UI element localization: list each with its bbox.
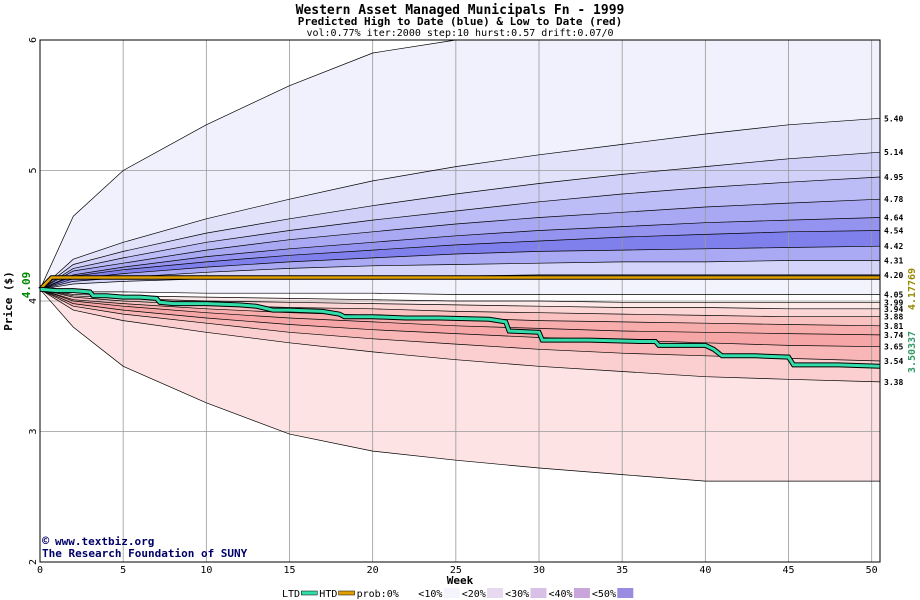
envelope-line-l3 bbox=[39, 288, 880, 318]
y-tick-label: 5 bbox=[28, 167, 39, 173]
end-label-l1: 3.99 bbox=[884, 298, 903, 307]
x-tick-label: 20 bbox=[367, 565, 379, 576]
end-label-l2: 3.94 bbox=[884, 305, 903, 314]
chart-params: vol:0.77% iter:2000 step:10 hurst:0.57 d… bbox=[306, 28, 613, 39]
legend-swatch-line bbox=[338, 590, 355, 596]
end-label-l4: 3.81 bbox=[884, 322, 903, 331]
legend-swatch-box bbox=[573, 588, 590, 598]
htd-line bbox=[39, 276, 880, 291]
legend: LTD HTD prob:0% <10% <20% <30% <40% <50% bbox=[282, 588, 634, 600]
legend-swatch-box bbox=[530, 588, 547, 598]
x-tick-label: 5 bbox=[120, 565, 126, 576]
legend-label: LTD bbox=[282, 589, 300, 600]
prob-band-18 bbox=[40, 289, 880, 482]
x-tick-label: 45 bbox=[782, 565, 794, 576]
envelope-line-h2 bbox=[39, 151, 881, 290]
x-tick-label: 50 bbox=[866, 565, 878, 576]
prob-band-2 bbox=[40, 152, 880, 290]
envelope-line-h5 bbox=[39, 217, 881, 290]
end-label-h6: 4.54 bbox=[884, 227, 903, 236]
envelope-line-l8 bbox=[39, 289, 881, 383]
envelope-line-h1 bbox=[39, 117, 881, 290]
end-label-l0: 4.05 bbox=[884, 291, 903, 300]
end-label-l7: 3.54 bbox=[884, 357, 903, 366]
end-label-l8: 3.38 bbox=[884, 378, 903, 387]
htd-value-label: 4.17769 bbox=[907, 268, 918, 310]
legend-swatch-box bbox=[487, 588, 504, 598]
y-tick-label: 2 bbox=[28, 559, 39, 565]
envelope-line-h3 bbox=[39, 176, 881, 290]
end-label-h9: 4.20 bbox=[884, 271, 903, 280]
envelope-line-h7 bbox=[39, 245, 881, 290]
y-axis-title: Price ($) bbox=[2, 271, 15, 331]
end-label-h8: 4.31 bbox=[884, 257, 903, 266]
prob-band-15 bbox=[40, 289, 880, 347]
legend-swatch-line bbox=[301, 590, 318, 596]
legend-label: prob:0% bbox=[357, 589, 399, 600]
envelope-line-h6 bbox=[39, 230, 881, 290]
start-price-label: 4.09 bbox=[20, 272, 33, 299]
envelope-line-l0 bbox=[39, 288, 880, 295]
end-label-h1: 5.40 bbox=[884, 114, 903, 123]
legend-swatch-box bbox=[617, 588, 634, 598]
prob-band-13 bbox=[40, 289, 880, 326]
prob-band-6 bbox=[40, 230, 880, 290]
legend-label: <40% bbox=[549, 589, 573, 600]
envelope-line-l5 bbox=[39, 288, 881, 336]
x-tick-label: 10 bbox=[200, 565, 212, 576]
legend-swatch-box bbox=[400, 588, 417, 598]
x-tick-label: 0 bbox=[37, 565, 43, 576]
x-axis-title: Week bbox=[447, 574, 474, 587]
legend-label: <10% bbox=[418, 589, 442, 600]
x-tick-label: 25 bbox=[450, 565, 462, 576]
prob-band-14 bbox=[40, 289, 880, 335]
prob-band-3 bbox=[40, 177, 880, 290]
x-tick-label: 30 bbox=[533, 565, 545, 576]
end-label-h3: 4.95 bbox=[884, 173, 903, 182]
prob-band-1 bbox=[40, 118, 880, 290]
legend-label: <20% bbox=[462, 589, 486, 600]
prob-band-9 bbox=[40, 274, 880, 295]
end-label-h7: 4.42 bbox=[884, 242, 903, 251]
y-tick-label: 4 bbox=[28, 298, 39, 304]
credit-url: www.textbiz.org bbox=[55, 535, 154, 548]
y-tick-label: 3 bbox=[28, 428, 39, 434]
end-label-h2: 5.14 bbox=[884, 148, 903, 157]
credit-org: The Research Foundation of SUNY bbox=[42, 547, 248, 560]
prob-band-4 bbox=[40, 199, 880, 290]
envelope-line-h4 bbox=[39, 198, 881, 290]
prob-band-11 bbox=[40, 289, 880, 309]
x-tick-label: 40 bbox=[699, 565, 711, 576]
x-tick-label: 15 bbox=[283, 565, 295, 576]
prob-band-12 bbox=[40, 289, 880, 317]
series-lines bbox=[38, 275, 881, 369]
chart-title: Western Asset Managed Municipals Fn - 19… bbox=[296, 3, 625, 18]
copyright-icon: © bbox=[42, 534, 50, 548]
ltd-value-label: 3.50337 bbox=[907, 331, 918, 373]
legend-label: <30% bbox=[505, 589, 529, 600]
envelope-line-l6 bbox=[39, 288, 881, 348]
prob-band-7 bbox=[40, 246, 880, 290]
ltd-line bbox=[39, 287, 881, 368]
legend-swatch-box bbox=[443, 588, 460, 598]
prob-band-0 bbox=[40, 40, 880, 290]
end-label-h4: 4.78 bbox=[884, 195, 903, 204]
y-tick-label: 6 bbox=[28, 37, 39, 43]
prob-band-17 bbox=[40, 289, 880, 382]
legend-label: HTD bbox=[319, 589, 337, 600]
end-label-h5: 4.64 bbox=[884, 214, 903, 223]
plot-frame bbox=[39, 39, 881, 563]
legend-label: <50% bbox=[592, 589, 616, 600]
prob-band-10 bbox=[40, 289, 880, 303]
chart-subtitle: Predicted High to Date (blue) & Low to D… bbox=[298, 15, 623, 28]
end-labels: 5.40 5.14 4.95 4.78 4.64 4.54 4.42 4.31 4.20 4.05… bbox=[884, 114, 903, 387]
prob-band-8 bbox=[40, 260, 880, 290]
envelope-line-low_outer bbox=[39, 289, 880, 482]
end-label-l5: 3.74 bbox=[884, 331, 903, 340]
x-tick-label: 35 bbox=[616, 565, 628, 576]
end-label-l3: 3.88 bbox=[884, 313, 903, 322]
end-label-l6: 3.65 bbox=[884, 343, 903, 352]
